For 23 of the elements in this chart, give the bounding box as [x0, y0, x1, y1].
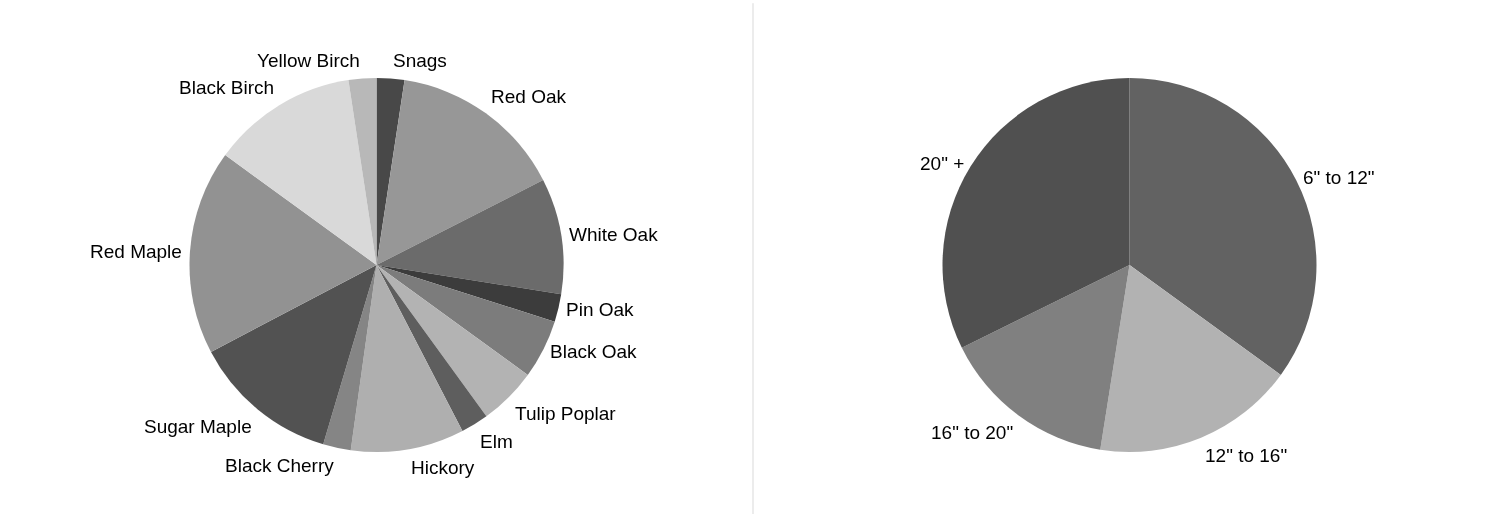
pie-slice — [376, 265, 562, 322]
slice-label: Red Oak — [491, 86, 567, 107]
pie-slice — [961, 265, 1130, 450]
slice-label: 12" to 16" — [1205, 445, 1288, 466]
slice-label: Red Maple — [90, 241, 182, 262]
pie-slice — [323, 265, 377, 451]
pie-slice — [376, 180, 564, 295]
slice-label: White Oak — [569, 224, 659, 245]
slice-label: Black Birch — [179, 77, 275, 98]
slice-label: Black Oak — [550, 341, 638, 362]
slice-label: 16" to 20" — [931, 422, 1014, 443]
slice-label: Pin Oak — [566, 299, 635, 320]
slice-label: 6" to 12" — [1303, 167, 1375, 188]
slice-label: Tulip Poplar — [515, 403, 617, 424]
slice-label: Yellow Birch — [257, 50, 360, 71]
slice-label: Hickory — [411, 457, 475, 478]
slice-label: Sugar Maple — [144, 416, 252, 437]
slice-label: Black Cherry — [225, 455, 335, 476]
pie-slice — [189, 155, 377, 352]
slice-label: 20" + — [920, 153, 965, 174]
slice-label: Snags — [393, 50, 447, 71]
slice-label: Elm — [480, 431, 513, 452]
pie-slice — [225, 80, 377, 265]
